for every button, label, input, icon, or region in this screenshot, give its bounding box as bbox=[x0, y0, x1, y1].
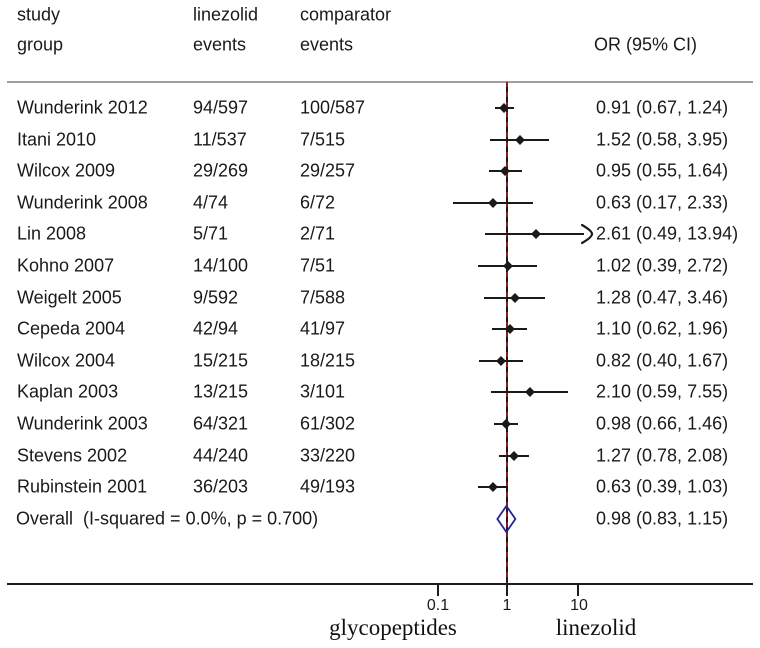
linezolid-events: 13/215 bbox=[193, 381, 249, 402]
comparator-events: 29/257 bbox=[300, 160, 356, 181]
comparator-events: 2/71 bbox=[300, 223, 336, 244]
study-name: Cepeda 2004 bbox=[17, 318, 126, 339]
tick-label-01: 0.1 bbox=[426, 597, 450, 614]
header-study-line2: group bbox=[17, 34, 64, 55]
comparator-events: 61/302 bbox=[300, 413, 356, 434]
study-name: Wunderink 2012 bbox=[17, 97, 148, 118]
linezolid-events: 9/592 bbox=[193, 287, 239, 308]
point-estimate-marker bbox=[524, 387, 535, 397]
x-axis-line bbox=[7, 583, 753, 586]
header-comparator-line2: events bbox=[300, 34, 354, 55]
comparator-events: 7/515 bbox=[300, 129, 346, 150]
comparator-events: 3/101 bbox=[300, 381, 346, 402]
linezolid-events: 15/215 bbox=[193, 350, 249, 371]
linezolid-events: 29/269 bbox=[193, 160, 249, 181]
study-name: Wilcox 2009 bbox=[17, 160, 116, 181]
comparator-events: 6/72 bbox=[300, 192, 336, 213]
or-ci-label: 0.63 (0.39, 1.03) bbox=[596, 476, 729, 497]
point-estimate-marker bbox=[488, 198, 498, 208]
study-name: Wunderink 2008 bbox=[17, 192, 148, 213]
point-estimate-marker bbox=[496, 356, 506, 366]
x-axis-tick-01 bbox=[437, 584, 439, 596]
study-name: Rubinstein 2001 bbox=[17, 476, 148, 497]
overall-or-ci-label: 0.98 (0.83, 1.15) bbox=[596, 508, 729, 529]
study-name: Wilcox 2004 bbox=[17, 350, 116, 371]
or-ci-label: 2.61 (0.49, 13.94) bbox=[596, 223, 739, 244]
point-estimate-marker bbox=[514, 135, 525, 145]
tick-label-10: 10 bbox=[570, 597, 588, 614]
or-ci-label: 0.91 (0.67, 1.24) bbox=[596, 97, 729, 118]
point-estimate-marker bbox=[500, 166, 511, 176]
or-ci-label: 2.10 (0.59, 7.55) bbox=[596, 381, 729, 402]
comparator-events: 18/215 bbox=[300, 350, 356, 371]
header-linezolid-line1: linezolid bbox=[193, 4, 259, 25]
axis-label-linezolid: linezolid bbox=[555, 615, 637, 640]
point-estimate-marker bbox=[501, 419, 512, 429]
header-comparator-line1: comparator bbox=[300, 4, 392, 25]
overall-dashed-line bbox=[506, 82, 508, 584]
point-estimate-marker bbox=[509, 293, 520, 303]
study-name: Stevens 2002 bbox=[17, 445, 128, 466]
linezolid-events: 36/203 bbox=[193, 476, 249, 497]
header-study-line1: study bbox=[17, 4, 61, 25]
x-axis-tick-10 bbox=[577, 584, 579, 596]
study-name: Weigelt 2005 bbox=[17, 287, 122, 308]
or-ci-label: 1.27 (0.78, 2.08) bbox=[596, 445, 729, 466]
study-name: Wunderink 2003 bbox=[17, 413, 148, 434]
ci-clip-arrow bbox=[580, 223, 594, 245]
linezolid-events: 44/240 bbox=[193, 445, 249, 466]
or-ci-label: 1.52 (0.58, 3.95) bbox=[596, 129, 729, 150]
linezolid-events: 11/537 bbox=[193, 129, 247, 150]
tick-label-1: 1 bbox=[502, 597, 512, 614]
or-ci-label: 0.95 (0.55, 1.64) bbox=[596, 160, 729, 181]
comparator-events: 7/588 bbox=[300, 287, 346, 308]
or-ci-label: 0.98 (0.66, 1.46) bbox=[596, 413, 729, 434]
study-name: Kohno 2007 bbox=[17, 255, 115, 276]
comparator-events: 100/587 bbox=[300, 97, 366, 118]
or-ci-label: 0.63 (0.17, 2.33) bbox=[596, 192, 729, 213]
header-rule bbox=[7, 81, 753, 83]
comparator-events: 41/97 bbox=[300, 318, 346, 339]
or-ci-label: 0.82 (0.40, 1.67) bbox=[596, 350, 729, 371]
or-ci-label: 1.28 (0.47, 3.46) bbox=[596, 287, 729, 308]
point-estimate-marker bbox=[488, 482, 498, 492]
comparator-events: 7/51 bbox=[300, 255, 336, 276]
header-or-ci: OR (95% CI) bbox=[594, 34, 698, 55]
point-estimate-marker bbox=[502, 261, 513, 271]
overall-label: Overall (I-squared = 0.0%, p = 0.700) bbox=[16, 508, 319, 529]
or-ci-label: 1.02 (0.39, 2.72) bbox=[596, 255, 729, 276]
x-axis-tick-1 bbox=[506, 584, 508, 596]
linezolid-events: 94/597 bbox=[193, 97, 249, 118]
linezolid-events: 5/71 bbox=[193, 223, 229, 244]
axis-label-glycopeptides: glycopeptides bbox=[329, 615, 457, 640]
study-name: Itani 2010 bbox=[17, 129, 97, 150]
linezolid-events: 14/100 bbox=[193, 255, 249, 276]
header-linezolid-line2: events bbox=[193, 34, 247, 55]
linezolid-events: 64/321 bbox=[193, 413, 249, 434]
point-estimate-marker bbox=[531, 229, 542, 239]
or-ci-label: 1.10 (0.62, 1.96) bbox=[596, 318, 729, 339]
linezolid-events: 4/74 bbox=[193, 192, 229, 213]
comparator-events: 49/193 bbox=[300, 476, 356, 497]
comparator-events: 33/220 bbox=[300, 445, 356, 466]
study-name: Kaplan 2003 bbox=[17, 381, 119, 402]
linezolid-events: 42/94 bbox=[193, 318, 239, 339]
point-estimate-marker bbox=[509, 451, 520, 461]
study-name: Lin 2008 bbox=[17, 223, 87, 244]
